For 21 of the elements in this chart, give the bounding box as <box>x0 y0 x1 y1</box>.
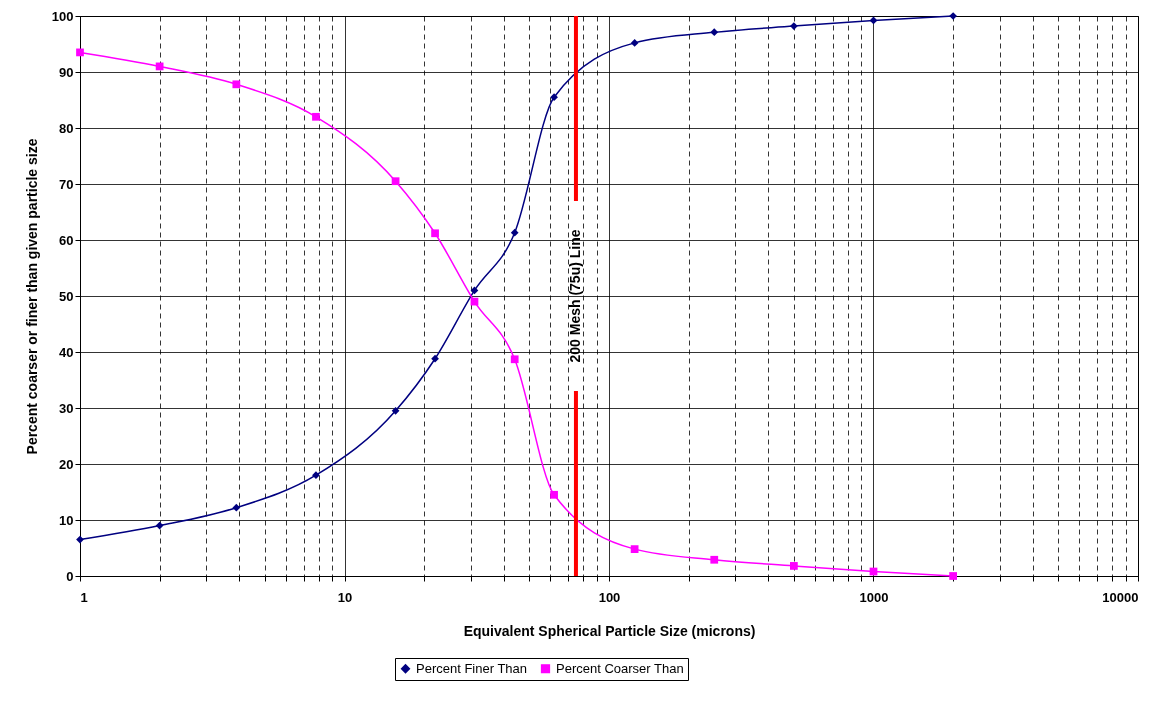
y-tick-label: 0 <box>66 568 74 584</box>
legend-label: Percent Coarser Than <box>556 660 684 676</box>
y-axis-title: Percent coarser or finer than given particle size <box>23 138 40 455</box>
x-tick-label: 10000 <box>1102 589 1139 605</box>
y-tick-label: 70 <box>59 176 74 192</box>
y-tick-label: 10 <box>59 512 74 528</box>
x-tick-label: 1 <box>80 589 88 605</box>
x-tick-label: 10 <box>337 589 353 605</box>
y-tick-label: 60 <box>59 232 74 248</box>
y-tick-label: 20 <box>59 456 74 472</box>
y-tick-label: 80 <box>59 120 74 136</box>
y-tick-label: 90 <box>59 64 74 80</box>
x-axis-title: Equivalent Spherical Particle Size (microns) <box>463 622 756 639</box>
x-tick-label: 100 <box>598 589 621 605</box>
y-tick-label: 100 <box>51 8 74 24</box>
y-tick-label: 40 <box>59 344 74 360</box>
ref-line-label: 200 Mesh (75u) Line <box>566 229 583 363</box>
y-tick-label: 50 <box>59 288 74 304</box>
y-tick-label: 30 <box>59 400 74 416</box>
x-tick-label: 1000 <box>859 589 889 605</box>
legend-label: Percent Finer Than <box>416 660 528 676</box>
